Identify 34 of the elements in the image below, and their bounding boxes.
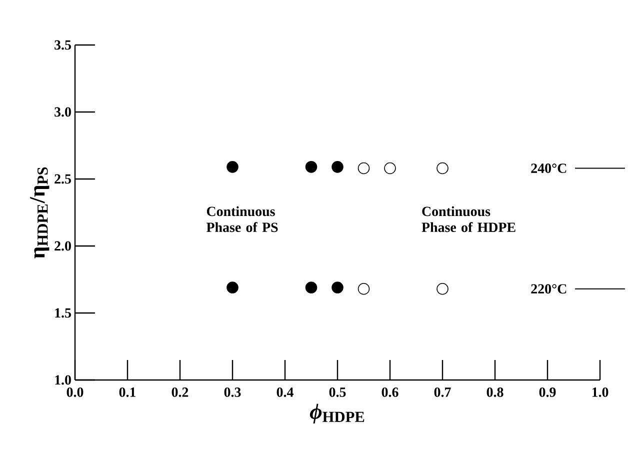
x-tick-label: 0.0 [66, 388, 84, 397]
point [358, 282, 370, 295]
x-tick-label: 0.7 [434, 388, 451, 397]
x-tick-label: 0.1 [119, 388, 136, 397]
point [332, 282, 344, 294]
point [305, 282, 318, 294]
x-tick-label: 0.5 [329, 388, 346, 397]
y-tick-label: 1.0 [55, 375, 71, 385]
point [332, 161, 344, 173]
x-tick-label: 0.6 [382, 388, 398, 397]
y-tick-label: 2.0 [54, 241, 71, 251]
x-tick-label: 0.2 [172, 388, 188, 397]
y-tick-label: 3.0 [54, 107, 71, 117]
point [436, 282, 448, 295]
x-axis-title: ϕ$_{HDPE}$ [310, 404, 364, 424]
y-tick-label: 1.5 [55, 308, 71, 318]
point [226, 282, 238, 294]
y-tick-label: 2.5 [54, 174, 71, 184]
x-tick-label: 0.9 [539, 388, 556, 397]
x-tick-label: 1.0 [592, 388, 608, 397]
y-tick-label: 3.5 [54, 40, 71, 50]
annotation: Continuous Phase of PS [206, 206, 278, 232]
y-axis-title: η$_{HDPE}$/η$_{PS}$ [30, 167, 50, 258]
point [384, 162, 396, 174]
point [305, 161, 318, 173]
point [358, 162, 370, 174]
point [226, 161, 238, 173]
annotation: Continuous Phase of HDPE [422, 206, 516, 232]
point [436, 162, 448, 174]
ref-line-label: 220°C [531, 284, 566, 294]
ref-line-label: 240°C [531, 164, 566, 173]
x-tick-label: 0.8 [486, 388, 504, 397]
x-tick-label: 0.4 [276, 388, 294, 397]
x-tick-label: 0.3 [224, 388, 241, 397]
